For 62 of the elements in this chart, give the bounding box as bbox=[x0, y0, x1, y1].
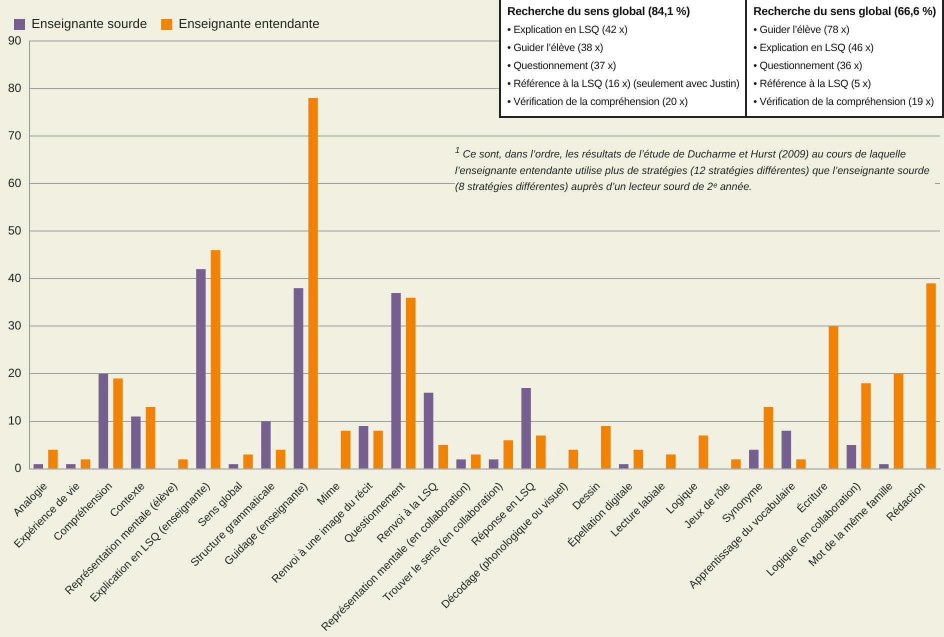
y-tick-label: 90 bbox=[8, 33, 22, 48]
y-tick-label: 80 bbox=[8, 80, 22, 95]
bar bbox=[846, 445, 856, 468]
bar bbox=[618, 464, 628, 468]
bar bbox=[568, 450, 578, 468]
bar bbox=[228, 464, 238, 468]
bar bbox=[634, 450, 644, 468]
bar bbox=[80, 459, 90, 468]
y-tick-label: 30 bbox=[8, 318, 22, 333]
bar bbox=[48, 450, 58, 468]
y-tick-label: 50 bbox=[8, 223, 22, 238]
bar bbox=[98, 374, 108, 468]
bar bbox=[358, 426, 368, 468]
bar bbox=[308, 98, 318, 468]
bar bbox=[243, 454, 253, 468]
bar bbox=[749, 450, 759, 468]
bar bbox=[294, 288, 304, 468]
bar bbox=[698, 436, 708, 468]
bar bbox=[34, 464, 44, 468]
bar bbox=[879, 464, 889, 468]
bar bbox=[601, 426, 611, 468]
bar bbox=[503, 440, 514, 468]
bar bbox=[276, 450, 286, 468]
bar bbox=[178, 459, 188, 468]
bar bbox=[210, 250, 220, 468]
y-tick-label: 60 bbox=[8, 176, 22, 190]
bar bbox=[438, 445, 448, 468]
bar bbox=[261, 421, 271, 468]
bar bbox=[131, 416, 141, 468]
bar bbox=[861, 383, 871, 468]
legend-label: Enseignante entendante bbox=[178, 16, 320, 32]
bar bbox=[66, 464, 76, 468]
annotation: Recherche du sens global (66,6 %) • Guider l’élève (78 x) • Explication en LSQ (46 x) • Questionnement (36 x) • Référence à la LSQ (5 x) • Vérification de la compréhension (19 x) bbox=[753, 5, 936, 110]
bar bbox=[828, 326, 838, 468]
bar bbox=[113, 378, 123, 468]
bar bbox=[406, 298, 416, 468]
annotation: $^{1}$ Ce sont, dans l’ordre, les résultats de l’étude de Ducharme et Hurst (2009) au cours de laquelle l’enseignante entendante utilise plus de stratégies (12 stratégies différentes) que l’enseignante sourde (8 stratégies différentes) auprès d’un lecteur sourd de 2ᵉ année. bbox=[455, 142, 935, 194]
bar bbox=[424, 392, 434, 468]
y-tick-label: 10 bbox=[8, 414, 22, 428]
bar bbox=[796, 459, 806, 468]
bar bbox=[764, 407, 774, 468]
bar bbox=[340, 430, 350, 468]
y-tick-label: 0 bbox=[14, 461, 22, 476]
bar bbox=[782, 430, 792, 468]
bar bbox=[456, 459, 466, 468]
bar bbox=[146, 407, 156, 468]
legend-label: Enseignante sourde bbox=[32, 16, 148, 32]
bar bbox=[373, 430, 383, 468]
bar bbox=[488, 459, 498, 468]
bar bbox=[926, 283, 936, 468]
bar bbox=[521, 388, 531, 468]
y-tick-label: 40 bbox=[8, 270, 22, 285]
annotation: Recherche du sens global (84,1 %) • Explication en LSQ (42 x) • Guider l’élève (38 x) • Questionnement (37 x) • Référence à la LSQ (16 x) (seulement avec Justin) • Vérification de la compréhension (20 x) bbox=[507, 5, 740, 110]
bar bbox=[391, 292, 401, 468]
bar bbox=[894, 374, 904, 468]
bar bbox=[196, 269, 206, 468]
bar bbox=[536, 436, 546, 468]
bar bbox=[731, 459, 741, 468]
bar bbox=[666, 454, 676, 468]
bar bbox=[470, 454, 480, 468]
y-tick-label: 70 bbox=[8, 128, 22, 142]
y-tick-label: 20 bbox=[8, 366, 22, 380]
